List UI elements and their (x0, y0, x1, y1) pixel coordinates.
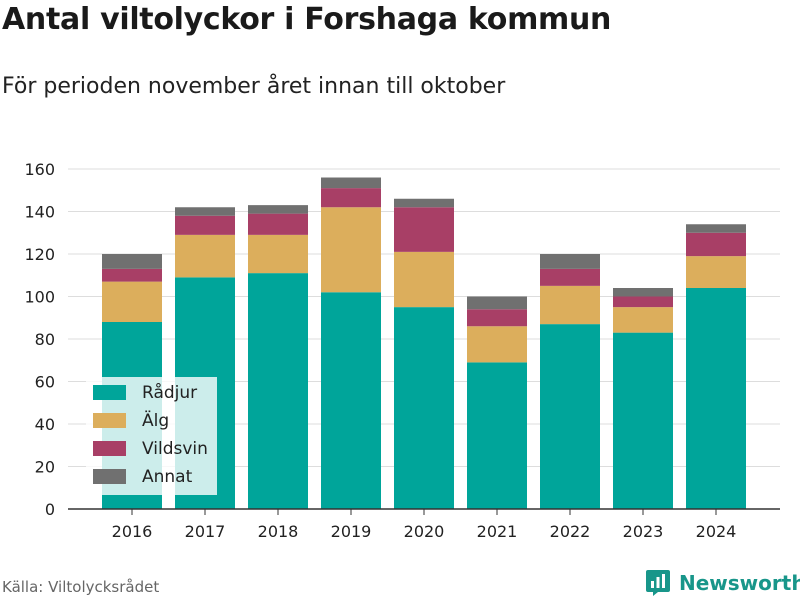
y-tick-label: 80 (35, 330, 55, 349)
bar-2024-series-0 (686, 288, 746, 509)
legend-label: Älg (142, 410, 169, 431)
legend-label: Vildsvin (142, 439, 208, 459)
x-axis-ticks: 2016 2017 2018 2019 2020 2021 2022 2023 2024 (112, 509, 737, 541)
bar-2022-series-0 (540, 324, 600, 509)
y-tick-label: 100 (24, 288, 55, 307)
legend-swatch (93, 413, 126, 428)
x-tick-label: 2020 (404, 522, 445, 541)
x-tick-label: 2022 (550, 522, 591, 541)
legend-label: Annat (142, 467, 193, 487)
chart-subtitle: För perioden november året innan till ok… (2, 74, 506, 99)
bar-2022-series-3 (540, 254, 600, 269)
legend: Rådjur Älg Vildsvin Annat (86, 377, 217, 495)
bar-2017-series-3 (175, 207, 235, 216)
bar-2017-series-1 (175, 234, 235, 278)
bar-2021-series-0 (467, 362, 527, 509)
source-note: Källa: Viltolycksrådet (2, 578, 160, 596)
x-tick-label: 2024 (696, 522, 737, 541)
bars (102, 177, 746, 509)
y-tick-label: 40 (35, 415, 55, 434)
brand-name: Newsworthy (679, 571, 800, 595)
y-axis-ticks: 0 20 40 60 80 100 120 140 160 (24, 160, 55, 519)
bar-2020-series-3 (394, 198, 454, 208)
y-tick-label: 0 (45, 500, 55, 519)
bar-2018-series-2 (248, 213, 308, 235)
bar-2024-series-3 (686, 224, 746, 233)
y-tick-label: 140 (24, 203, 55, 222)
bar-2024-series-1 (686, 256, 746, 288)
bar-2017-series-2 (175, 215, 235, 235)
bar-2016-series-2 (102, 268, 162, 282)
bar-2024-series-2 (686, 232, 746, 257)
bar-2019-series-1 (321, 207, 381, 293)
brand-logo: Newsworthy (645, 567, 800, 599)
bar-2021-series-2 (467, 309, 527, 327)
bar-2018-series-1 (248, 234, 308, 274)
x-tick-label: 2018 (258, 522, 299, 541)
bar-2020-series-0 (394, 307, 454, 509)
bar-2023-series-0 (613, 332, 673, 509)
legend-swatch (93, 385, 126, 400)
bar-2016-series-3 (102, 254, 162, 269)
bar-2020-series-1 (394, 251, 454, 308)
x-tick-label: 2019 (331, 522, 372, 541)
bar-2019-series-2 (321, 188, 381, 208)
bar-2023-series-1 (613, 307, 673, 333)
x-tick-label: 2017 (185, 522, 226, 541)
y-tick-label: 60 (35, 373, 55, 392)
x-tick-label: 2021 (477, 522, 518, 541)
bar-2016-series-1 (102, 281, 162, 322)
bar-2020-series-2 (394, 207, 454, 252)
bar-2019-series-0 (321, 292, 381, 509)
bar-2022-series-1 (540, 285, 600, 325)
bar-2023-series-3 (613, 288, 673, 297)
legend-swatch (93, 441, 126, 456)
bar-2018-series-3 (248, 205, 308, 214)
bar-2023-series-2 (613, 296, 673, 308)
legend-label: Rådjur (142, 382, 197, 403)
bar-2021-series-3 (467, 296, 527, 310)
newsworthy-logo-icon (646, 570, 670, 596)
y-tick-label: 120 (24, 245, 55, 264)
x-tick-label: 2016 (112, 522, 153, 541)
chart-title: Antal viltolyckor i Forshaga kommun (2, 2, 612, 37)
y-tick-label: 160 (24, 160, 55, 179)
bar-2021-series-1 (467, 326, 527, 363)
bar-2018-series-0 (248, 273, 308, 509)
bar-2019-series-3 (321, 177, 381, 189)
legend-swatch (93, 469, 126, 484)
x-tick-label: 2023 (623, 522, 664, 541)
y-tick-label: 20 (35, 458, 55, 477)
bar-2022-series-2 (540, 268, 600, 286)
